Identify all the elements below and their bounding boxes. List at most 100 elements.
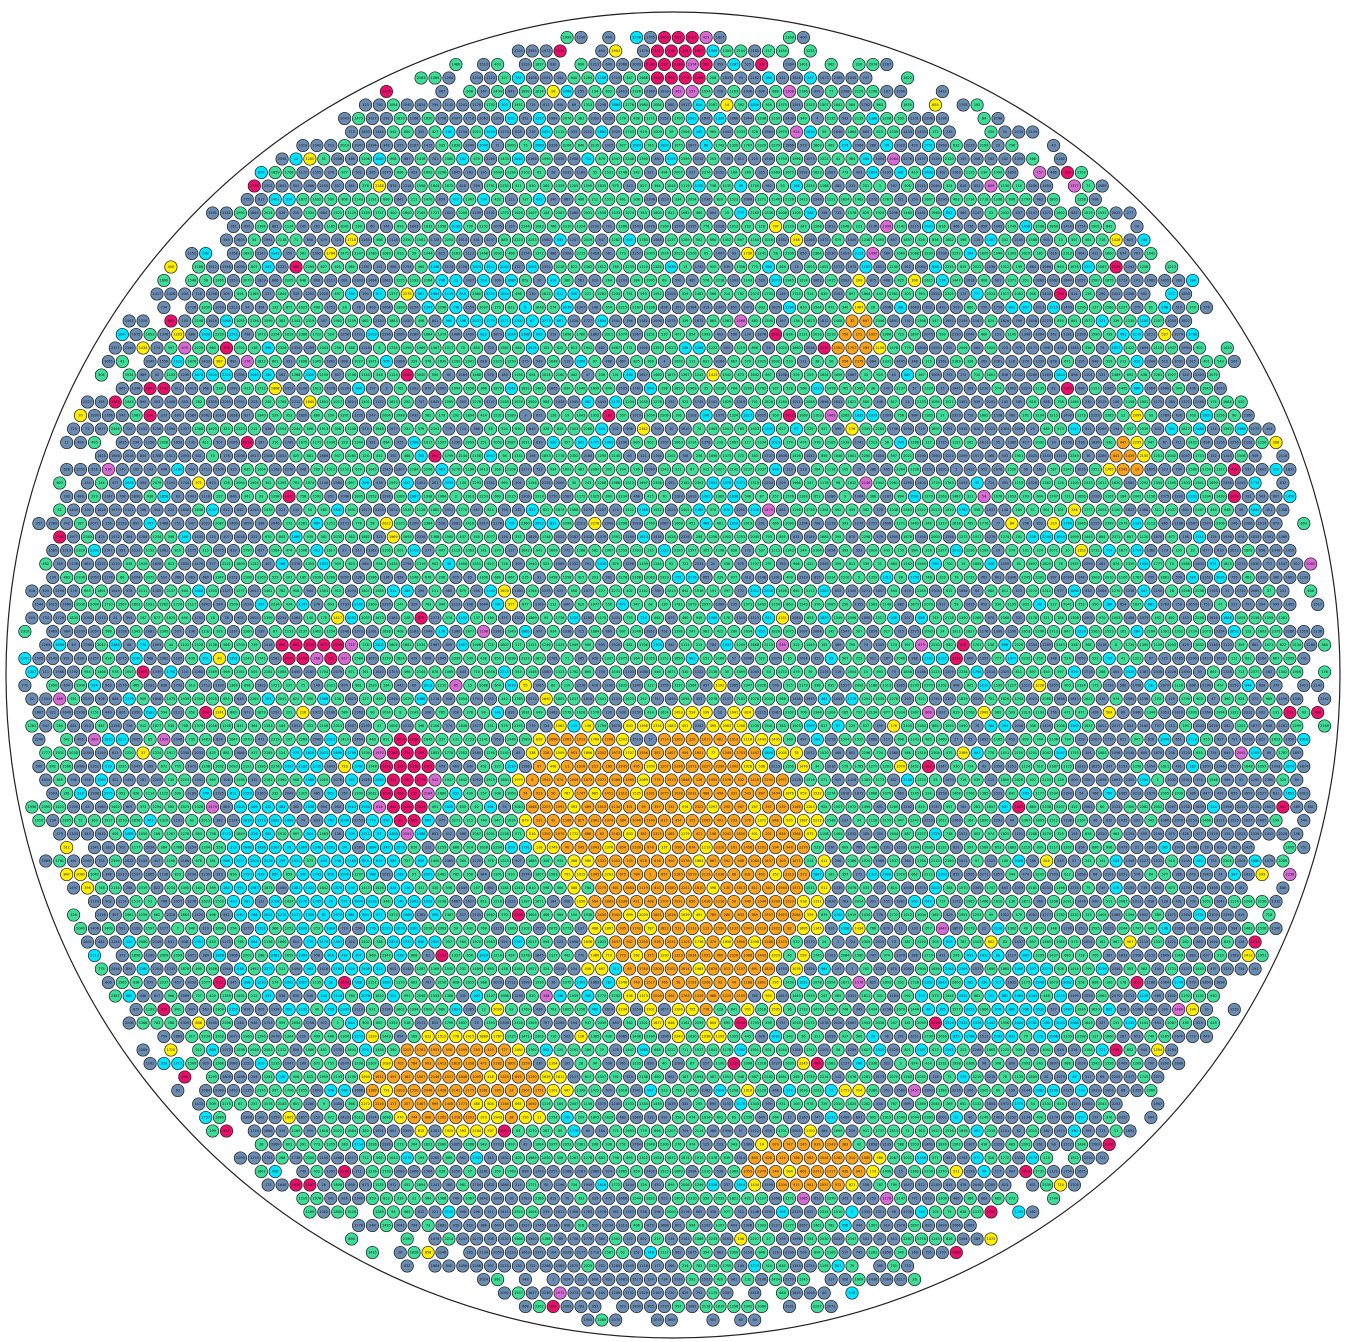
node-circle <box>985 180 997 192</box>
grid-node: 1567 <box>1096 261 1108 273</box>
grid-node: 514 <box>283 193 295 205</box>
node-circle <box>749 396 761 408</box>
node-circle <box>742 382 754 394</box>
grid-node: 978 <box>422 355 434 367</box>
grid-node: 1481 <box>915 207 927 219</box>
node-circle <box>1228 355 1240 367</box>
grid-node: 1365 <box>213 274 225 286</box>
node-circle <box>790 315 802 327</box>
node-circle <box>769 274 781 286</box>
node-circle <box>714 382 726 394</box>
node-circle <box>519 220 531 232</box>
grid-node: 223 <box>999 342 1011 354</box>
grid-node: 1577 <box>999 288 1011 300</box>
node-circle <box>345 288 357 300</box>
grid-node: 624 <box>1068 288 1080 300</box>
grid-node: 1583 <box>651 234 663 246</box>
grid-node: 1237 <box>665 234 677 246</box>
grid-node: 324 <box>943 180 955 192</box>
node-circle <box>1075 274 1087 286</box>
grid-node: 173 <box>957 288 969 300</box>
grid-node: 282 <box>193 396 205 408</box>
grid-node: 1286 <box>693 72 705 84</box>
node-circle <box>158 328 170 340</box>
node-circle <box>665 72 677 84</box>
node-circle <box>477 220 489 232</box>
grid-node: 2150 <box>318 180 330 192</box>
grid-node: 1399 <box>394 301 406 313</box>
grid-node: 1805 <box>1179 288 1191 300</box>
node-circle <box>825 301 837 313</box>
grid-node: 368 <box>345 342 357 354</box>
node-circle <box>1006 382 1018 394</box>
node-circle <box>304 342 316 354</box>
node-circle <box>436 139 448 151</box>
node-circle <box>415 72 427 84</box>
grid-node: 2036 <box>804 342 816 354</box>
grid-node: 820 <box>714 193 726 205</box>
grid-node: 1396 <box>693 342 705 354</box>
grid-node: 975 <box>610 180 622 192</box>
grid-node: 557 <box>332 180 344 192</box>
node-circle <box>908 301 920 313</box>
grid-node: 1202 <box>450 355 462 367</box>
node-circle <box>853 274 865 286</box>
node-circle <box>387 288 399 300</box>
grid-node: 1022 <box>818 153 830 165</box>
grid-node: 1083 <box>380 247 392 259</box>
node-circle <box>1131 274 1143 286</box>
node-circle <box>922 382 934 394</box>
grid-node: 257 <box>686 85 698 97</box>
node-circle <box>477 58 489 70</box>
node-circle <box>957 207 969 219</box>
node-circle <box>304 180 316 192</box>
node-circle <box>936 328 948 340</box>
grid-node: 1839 <box>749 99 761 111</box>
node-circle <box>276 342 288 354</box>
grid-node: 1837 <box>533 58 545 70</box>
grid-node: 2082 <box>436 382 448 394</box>
node-circle <box>728 139 740 151</box>
grid-node: 2130 <box>950 328 962 340</box>
node-circle <box>422 355 434 367</box>
grid-node: 1308 <box>783 85 795 97</box>
grid-node: 1083 <box>533 220 545 232</box>
grid-node: 1505 <box>617 382 629 394</box>
node-circle <box>971 396 983 408</box>
grid-node: 2283 <box>651 261 663 273</box>
node-circle <box>1068 342 1080 354</box>
grid-node: 262 <box>311 220 323 232</box>
node-circle <box>596 99 608 111</box>
grid-node: 348 <box>380 139 392 151</box>
grid-node: 2183 <box>415 72 427 84</box>
grid-node: 1067 <box>429 342 441 354</box>
node-circle <box>860 153 872 165</box>
node-circle <box>1027 180 1039 192</box>
node-circle <box>658 328 670 340</box>
grid-node: 339 <box>1110 315 1122 327</box>
grid-node: 1027 <box>352 355 364 367</box>
grid-node: 101 <box>610 369 622 381</box>
node-circle <box>623 288 635 300</box>
grid-node: 2215 <box>575 247 587 259</box>
node-circle <box>533 166 545 178</box>
grid-node: 1635 <box>922 220 934 232</box>
node-circle <box>714 301 726 313</box>
node-circle <box>498 207 510 219</box>
node-circle <box>387 153 399 165</box>
node-circle <box>498 126 510 138</box>
node-circle <box>686 355 698 367</box>
node-circle <box>533 355 545 367</box>
grid-node: 1992 <box>234 207 246 219</box>
grid-node: 2347 <box>714 301 726 313</box>
grid-node: 2223 <box>1040 315 1052 327</box>
node-circle <box>436 166 448 178</box>
grid-node: 197 <box>366 382 378 394</box>
node-circle <box>1179 288 1191 300</box>
node-circle <box>505 139 517 151</box>
node-circle <box>352 166 364 178</box>
node-circle <box>929 342 941 354</box>
grid-node: 220 <box>853 58 865 70</box>
node-circle <box>123 315 135 327</box>
